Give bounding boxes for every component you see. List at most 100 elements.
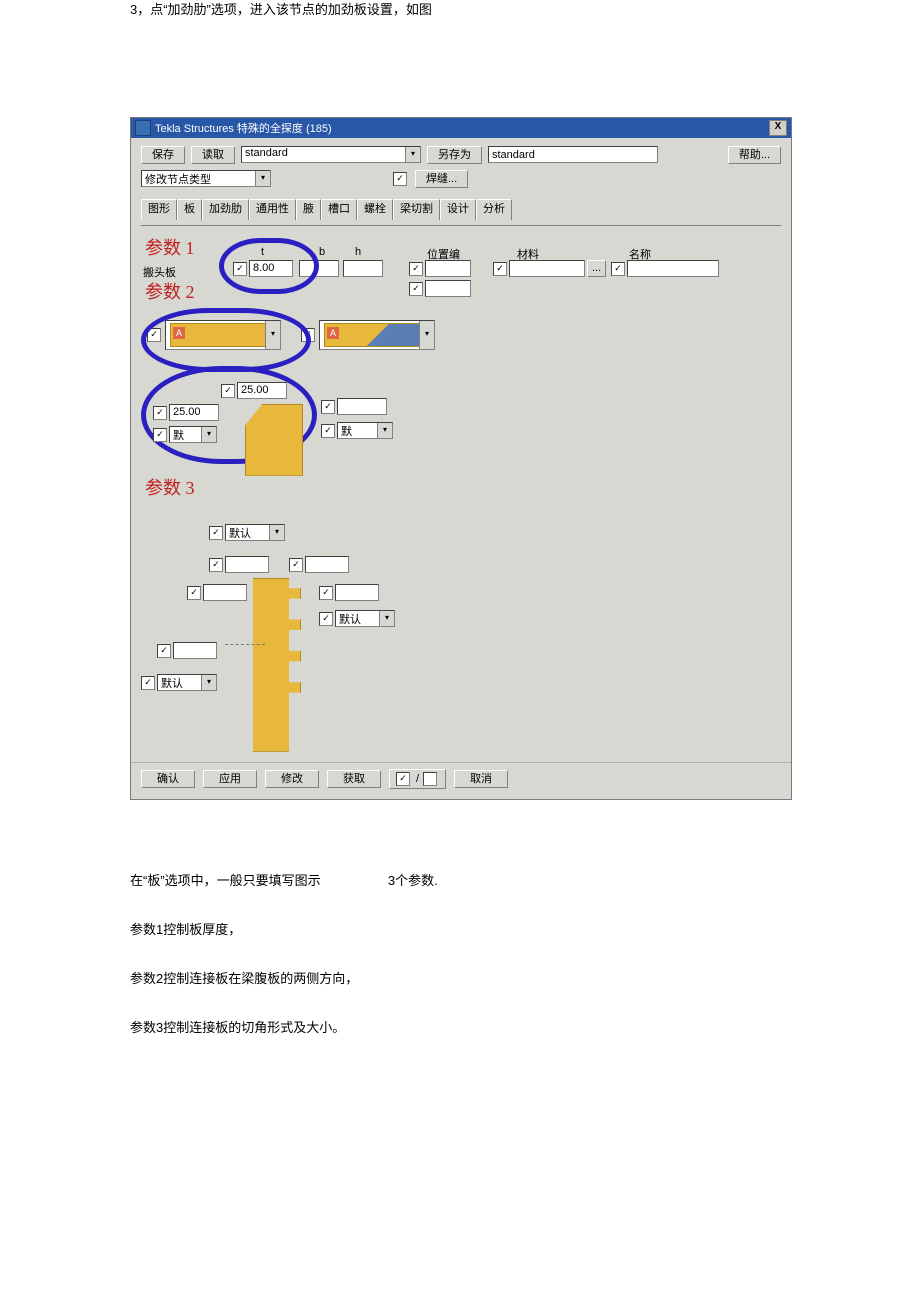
toggle-flags[interactable]: ✓ / [389,769,446,789]
pos-input-2[interactable] [425,280,471,297]
default-checkbox-1[interactable]: ✓ [209,526,223,540]
val-right-checkbox[interactable]: ✓ [321,400,335,414]
default-combo-2[interactable]: 默认 ▾ [335,610,395,627]
mo-combo-2[interactable]: 默 ▾ [337,422,393,439]
preset-combo-1[interactable]: standard ▾ [241,146,421,163]
save-button[interactable]: 保存 [141,146,185,164]
val25-checkbox-b[interactable]: ✓ [153,406,167,420]
modify-type-value: 修改节点类型 [142,174,211,186]
annotation-circle-2a [141,308,311,372]
param3-label: 参数 3 [145,474,195,500]
get-button[interactable]: 获取 [327,770,381,788]
chevron-down-icon: ▾ [201,427,216,442]
default-checkbox-2[interactable]: ✓ [319,612,333,626]
doc-after-2: 参数1控制板厚度， [130,919,790,938]
dim-checkbox-e[interactable]: ✓ [157,644,171,658]
saveas-button[interactable]: 另存为 [427,146,482,164]
chevron-down-icon: ▾ [405,147,420,162]
chevron-down-icon: ▾ [255,171,270,186]
ok-button[interactable]: 确认 [141,770,195,788]
chevron-down-icon: ▾ [419,321,434,349]
default-checkbox-3[interactable]: ✓ [141,676,155,690]
modify-button[interactable]: 修改 [265,770,319,788]
titlebar: Tekla Structures 特殊的全探度 (185) X [131,118,791,138]
mat-browse-button[interactable]: ... [587,260,606,277]
val25-input-a[interactable] [237,382,287,399]
mo-value-2: 默 [338,426,352,438]
mo-value-1: 默 [170,430,184,442]
dim-checkbox-c[interactable]: ✓ [187,586,201,600]
chevron-down-icon: ▾ [377,423,392,438]
h-input[interactable] [343,260,383,277]
plate-diagram [241,578,301,752]
tab-analysis[interactable]: 分析 [476,199,512,220]
tab-content: 参数 1 搬头板 参数 2 t b h 位置编 材料 名称 ✓ ✓ ✓ ✓ [141,234,771,754]
flag-on-checkbox[interactable]: ✓ [396,772,410,786]
tab-design[interactable]: 设计 [440,199,476,220]
a-icon: A [327,327,339,339]
load-button[interactable]: 读取 [191,146,235,164]
default-value-2: 默认 [336,614,361,626]
tab-notch[interactable]: 槽口 [321,199,357,220]
tab-strip: 图形 板 加劲肋 通用性 腋 槽口 螺栓 梁切割 设计 分析 [141,198,781,220]
tab-bolt[interactable]: 螺栓 [357,199,393,220]
mo-checkbox-1[interactable]: ✓ [153,428,167,442]
close-button[interactable]: X [769,120,787,136]
orient-combo-2[interactable]: A ▾ [319,320,435,350]
modify-type-combo[interactable]: 修改节点类型 ▾ [141,170,271,187]
default-combo-3[interactable]: 默认 ▾ [157,674,217,691]
chevron-down-icon: ▾ [379,611,394,626]
dialog-footer: 确认 应用 修改 获取 ✓ / 取消 [131,762,791,799]
val25-input-b[interactable] [169,404,219,421]
pos-checkbox-1[interactable]: ✓ [409,262,423,276]
preset-name-input[interactable] [488,146,658,163]
chevron-down-icon: ▾ [201,675,216,690]
mat-input[interactable] [509,260,585,277]
dim-input-b[interactable] [305,556,349,573]
tab-general[interactable]: 通用性 [249,199,296,220]
dim-input-c[interactable] [203,584,247,601]
doc-after-3: 参数2控制连接板在梁腹板的两侧方向， [130,968,790,987]
pos-checkbox-2[interactable]: ✓ [409,282,423,296]
tab-stiffener[interactable]: 加劲肋 [202,199,249,220]
doc-intro: 3，点“加劲肋”选项，进入该节点的加劲板设置，如图 [130,0,790,21]
dim-checkbox-d[interactable]: ✓ [319,586,333,600]
val-right-input[interactable] [337,398,387,415]
flag-off-checkbox[interactable] [423,772,437,786]
leader-line [225,644,265,645]
weld-button[interactable]: 焊缝... [415,170,468,188]
help-button[interactable]: 帮助... [728,146,781,164]
mo-combo-1[interactable]: 默 ▾ [169,426,217,443]
tab-graphic[interactable]: 图形 [141,199,177,220]
h-label: h [355,246,361,258]
default-combo-1[interactable]: 默认 ▾ [225,524,285,541]
tab-beamcut[interactable]: 梁切割 [393,199,440,220]
tab-plate[interactable]: 板 [177,199,202,221]
b-label: b [319,246,325,258]
param2-label: 参数 2 [145,278,195,304]
mat-checkbox[interactable]: ✓ [493,262,507,276]
dim-input-e[interactable] [173,642,217,659]
dim-checkbox-b[interactable]: ✓ [289,558,303,572]
doc-after-4: 参数3控制连接板的切角形式及大小。 [130,1017,790,1036]
dim-checkbox-a[interactable]: ✓ [209,558,223,572]
val25-checkbox-a[interactable]: ✓ [221,384,235,398]
name-input[interactable] [627,260,719,277]
annotation-circle-1 [219,238,319,294]
doc-after-1: 在“板”选项中，一般只要填写图示 3个参数. [130,870,790,889]
window-title: Tekla Structures 特殊的全探度 (185) [155,120,769,136]
pos-input-1[interactable] [425,260,471,277]
slash-label: / [416,773,419,785]
default-value-3: 默认 [158,678,183,690]
mo-checkbox-2[interactable]: ✓ [321,424,335,438]
dim-input-d[interactable] [335,584,379,601]
tab-haunch[interactable]: 腋 [296,199,321,220]
name-checkbox[interactable]: ✓ [611,262,625,276]
dim-input-a[interactable] [225,556,269,573]
chevron-down-icon: ▾ [269,525,284,540]
orient-preview-2: A [324,323,420,347]
dialog-window: Tekla Structures 特殊的全探度 (185) X 保存 读取 st… [130,117,792,800]
weld-checkbox[interactable]: ✓ [393,172,407,186]
cancel-button[interactable]: 取消 [454,770,508,788]
apply-button[interactable]: 应用 [203,770,257,788]
